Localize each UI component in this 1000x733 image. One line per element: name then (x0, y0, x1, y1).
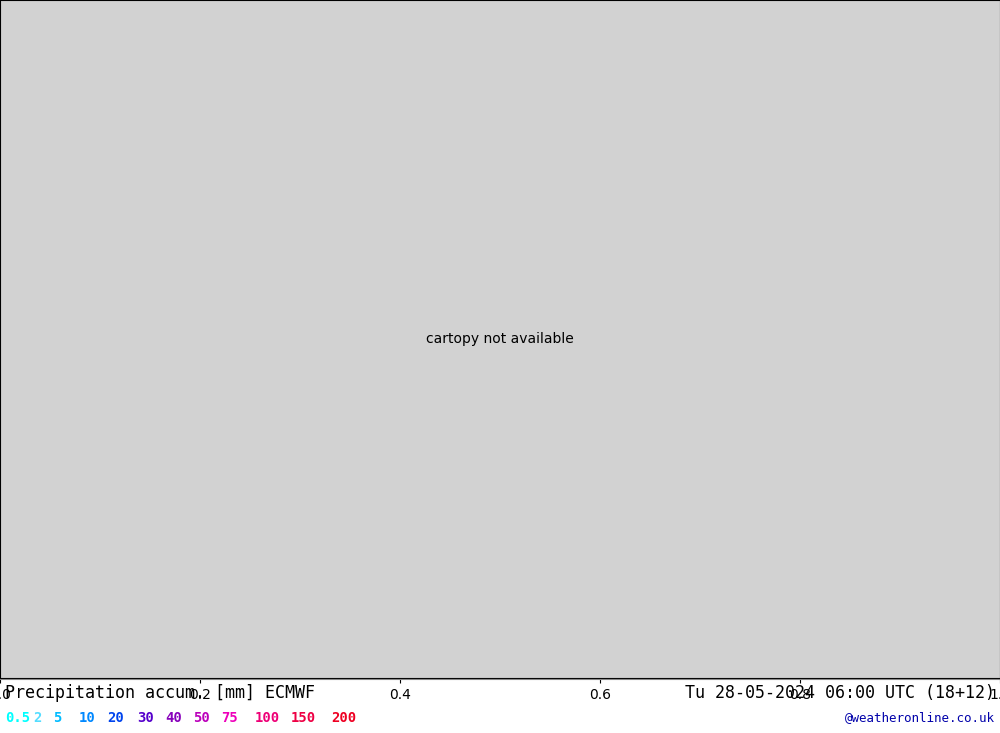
Text: 10: 10 (79, 711, 96, 725)
Text: 50: 50 (193, 711, 210, 725)
Text: 20: 20 (107, 711, 124, 725)
Text: 150: 150 (291, 711, 316, 725)
Text: cartopy not available: cartopy not available (426, 332, 574, 346)
Text: 75: 75 (221, 711, 238, 725)
Text: Tu 28-05-2024 06:00 UTC (18+12): Tu 28-05-2024 06:00 UTC (18+12) (685, 684, 995, 702)
Text: 0.5: 0.5 (5, 711, 30, 725)
Text: 40: 40 (165, 711, 182, 725)
Text: 2: 2 (33, 711, 41, 725)
Text: 30: 30 (137, 711, 154, 725)
Text: Precipitation accum. [mm] ECMWF: Precipitation accum. [mm] ECMWF (5, 684, 315, 702)
Text: 100: 100 (255, 711, 280, 725)
Text: 200: 200 (331, 711, 356, 725)
Text: 5: 5 (53, 711, 61, 725)
Text: @weatheronline.co.uk: @weatheronline.co.uk (845, 712, 995, 724)
